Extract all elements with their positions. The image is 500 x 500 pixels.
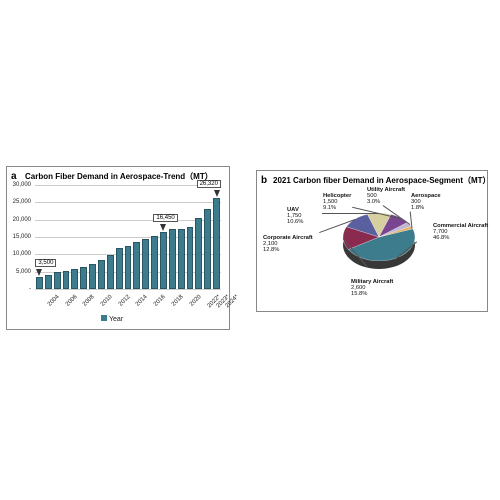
x-axis-title: Year xyxy=(101,315,123,323)
bar xyxy=(45,275,52,289)
y-tick-label: 20,000 xyxy=(13,217,31,223)
pie-slice-label: Utility Aircraft5003.0% xyxy=(367,187,405,205)
bar xyxy=(187,227,194,289)
callout-label: 3,500 xyxy=(35,259,56,267)
bar xyxy=(54,272,61,289)
bar xyxy=(213,198,220,289)
bar xyxy=(125,246,132,289)
y-tick-label: 5,000 xyxy=(16,269,31,275)
callout-arrow xyxy=(36,269,42,276)
bar xyxy=(107,255,114,289)
bar xyxy=(133,242,140,289)
bar-chart-title: Carbon Fiber Demand in Aerospace-Trend（M… xyxy=(25,171,213,182)
pie-slice-label: Helicopter1,5009.1% xyxy=(323,193,351,211)
bar xyxy=(98,260,105,289)
bar xyxy=(80,267,87,289)
bar xyxy=(204,209,211,289)
bar xyxy=(195,218,202,289)
callout-arrow xyxy=(160,224,166,231)
gridline xyxy=(35,220,221,221)
pie-chart-title: 2021 Carbon fiber Demand in Aerospace-Se… xyxy=(273,175,491,186)
panel-tag-a: a xyxy=(11,171,17,182)
bar xyxy=(36,277,43,289)
y-tick-label: 25,000 xyxy=(13,199,31,205)
y-tick-label: - xyxy=(29,286,31,292)
bar xyxy=(71,269,78,289)
gridline xyxy=(35,202,221,203)
callout-label: 26,320 xyxy=(197,180,221,188)
pie-slice-label: UAV1,75010.6% xyxy=(287,207,303,225)
x-tick-label: 2004 xyxy=(47,294,61,308)
x-tick-label: 2006 xyxy=(65,294,79,308)
callout-label: 16,450 xyxy=(153,214,177,222)
pie-chart-panel: b 2021 Carbon fiber Demand in Aerospace-… xyxy=(256,170,488,312)
leader-line xyxy=(323,213,380,214)
bar-chart-plot: -5,00010,00015,00020,00025,00030,0002004… xyxy=(35,185,221,289)
bar xyxy=(160,232,167,289)
bar xyxy=(116,248,123,289)
gridline xyxy=(35,185,221,186)
pie-slice-label: Aerospace3001.8% xyxy=(411,193,441,211)
gridline xyxy=(35,289,221,290)
x-tick-label: 2012 xyxy=(118,294,132,308)
x-tick-label: 2014 xyxy=(135,294,149,308)
bar xyxy=(142,239,149,289)
callout-arrow xyxy=(214,190,220,197)
bar xyxy=(63,271,70,289)
y-tick-label: 15,000 xyxy=(13,234,31,240)
pie-slice-label: Military Aircraft2,60015.8% xyxy=(351,279,393,297)
x-tick-label: 2018 xyxy=(171,294,185,308)
y-tick-label: 10,000 xyxy=(13,251,31,257)
x-tick-label: 2010 xyxy=(100,294,114,308)
x-tick-label: 2016 xyxy=(153,294,167,308)
pie-slice-label: Corporate Aircraft2,10012.8% xyxy=(263,235,313,253)
x-tick-label: 2008 xyxy=(82,294,96,308)
bar xyxy=(151,236,158,289)
pie-slice-label: Commercial Aircraft7,70046.8% xyxy=(433,223,488,241)
bar xyxy=(89,264,96,289)
x-tick-label: 2020 xyxy=(189,294,203,308)
y-tick-label: 30,000 xyxy=(13,182,31,188)
panel-tag-b: b xyxy=(261,175,267,186)
bar xyxy=(178,229,185,289)
bar-chart-panel: a Carbon Fiber Demand in Aerospace-Trend… xyxy=(6,166,230,330)
bar xyxy=(169,229,176,289)
